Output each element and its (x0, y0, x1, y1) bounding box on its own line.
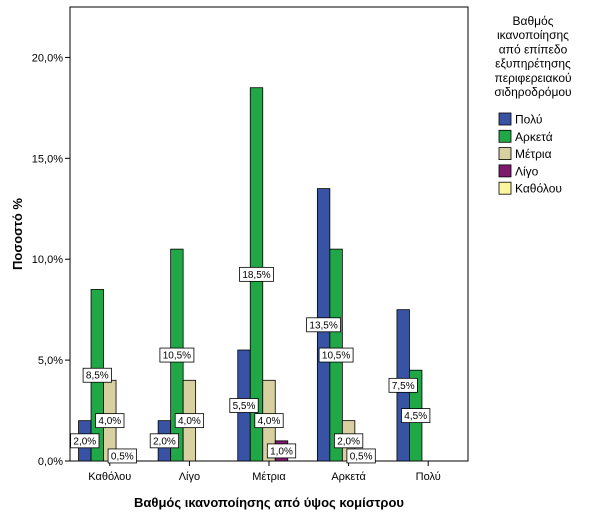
legend-item: Καθόλου (498, 181, 562, 196)
data-label: 2,0% (333, 433, 364, 449)
data-label-box (229, 398, 259, 413)
legend-label: Καθόλου (515, 182, 562, 196)
data-label-text: 8,5% (86, 371, 109, 382)
data-label: 2,0% (149, 433, 179, 449)
legend-item: Μέτρια (498, 147, 552, 161)
data-label-box (333, 433, 364, 449)
data-label-box (346, 448, 376, 464)
data-label: 1,0% (266, 443, 297, 459)
data-label-box (306, 317, 342, 333)
y-tick-label: 10,0% (32, 254, 63, 266)
x-axis-title: Βαθμός ικανοποίησης από ύψος κομίστρου (134, 495, 404, 510)
data-label-box (70, 433, 100, 449)
data-label-box (95, 413, 125, 429)
data-label-text: 4,5% (404, 411, 427, 422)
data-label-text: 7,5% (392, 381, 415, 392)
data-label-text: 2,0% (73, 436, 96, 447)
y-tick-label: 15,0% (32, 153, 63, 165)
legend-swatch (498, 181, 512, 195)
data-label: 18,5% (239, 266, 274, 282)
data-label: 2,0% (70, 433, 100, 449)
data-label-text: 0,5% (350, 451, 373, 462)
data-label-box (401, 408, 431, 424)
data-label: 4,0% (174, 413, 204, 429)
legend-swatch (498, 147, 512, 161)
data-label: 4,0% (254, 413, 284, 429)
data-label-box (239, 266, 274, 282)
legend-title-line: περιφερειακού (494, 71, 571, 85)
data-label-box (318, 347, 354, 363)
data-label: 5,5% (229, 398, 259, 413)
data-label-text: 5,5% (233, 401, 256, 412)
data-labels: 2,0% 2,0% 5,5% 13,5% 7,5% 8,5% 10,5% 18,5% 10,5%… (70, 266, 431, 464)
data-label: 10,5% (159, 347, 195, 363)
data-label-text: 2,0% (337, 436, 360, 447)
data-label-box (107, 448, 137, 464)
legend-title-line: ικανοποίησης (497, 28, 569, 42)
y-axis-ticks: 0,0% 5,0% 10,0% 15,0% 20,0% (32, 52, 70, 468)
data-label: 13,5% (306, 317, 342, 333)
legend-title-line: σιδηροδρόμου (494, 85, 571, 99)
legend-swatch (498, 112, 512, 126)
data-label-text: 2,0% (153, 436, 176, 447)
data-label-box (254, 413, 284, 429)
legend-label: Πολύ (515, 113, 542, 127)
legend-title-line: εξυπηρέτησης (495, 57, 571, 71)
legend-label: Λίγο (515, 164, 539, 178)
y-axis-title: Ποσοστό % (10, 198, 25, 270)
x-tick-label: Αρκετά (331, 471, 366, 483)
x-tick-label: Λίγο (179, 471, 200, 483)
legend-label: Μέτρια (515, 147, 552, 161)
legend-swatch (498, 164, 512, 178)
y-tick-label: 0,0% (38, 456, 63, 468)
data-label-box (82, 367, 112, 383)
data-label: 8,5% (82, 367, 112, 383)
data-label-box (174, 413, 204, 429)
legend-item: Πολύ (498, 112, 542, 127)
data-label: 4,5% (401, 408, 431, 424)
x-axis-ticks: Καθόλου Λίγο Μέτρια Αρκετά Πολύ (88, 461, 441, 483)
data-label: 4,0% (95, 413, 125, 429)
legend-item: Αρκετά (498, 129, 553, 144)
legend-title-line: Βαθμός (513, 14, 554, 28)
data-label-text: 4,0% (98, 416, 121, 427)
legend-item: Λίγο (498, 164, 539, 178)
x-tick-label: Μέτρια (252, 471, 286, 483)
data-label-text: 4,0% (258, 416, 281, 427)
data-label-box (388, 377, 418, 393)
x-tick-label: Καθόλου (88, 471, 131, 483)
legend-title-line: από επίπεδο (499, 42, 568, 56)
x-tick-label: Πολύ (416, 471, 441, 483)
data-label: 7,5% (388, 377, 418, 393)
data-label-text: 1,0% (270, 446, 293, 457)
data-label-text: 4,0% (178, 416, 201, 427)
data-label-box (149, 433, 179, 449)
data-label-text: 0,5% (111, 451, 134, 462)
data-label-box (266, 443, 297, 459)
data-label-text: 13,5% (309, 320, 337, 331)
data-label-text: 10,5% (163, 351, 191, 362)
legend-swatch (498, 129, 512, 143)
data-label: 0,5% (107, 448, 137, 464)
legend-label: Αρκετά (515, 130, 553, 144)
data-label-text: 10,5% (322, 351, 350, 362)
data-label: 0,5% (346, 448, 376, 464)
data-label-box (159, 347, 195, 363)
y-tick-label: 5,0% (38, 355, 63, 367)
data-label-text: 18,5% (242, 270, 270, 281)
data-label: 10,5% (318, 347, 354, 363)
y-tick-label: 20,0% (32, 52, 63, 64)
